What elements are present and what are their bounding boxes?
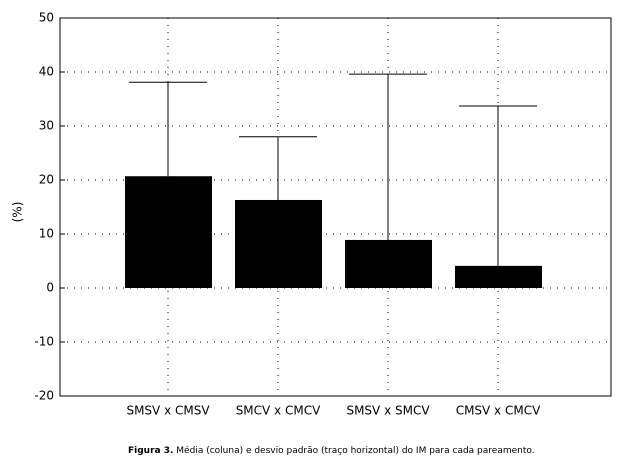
bar (235, 199, 322, 288)
x-tick-label: SMCV x CMCV (236, 404, 321, 418)
caption-text: Média (coluna) e desvio padrão (traço ho… (176, 445, 534, 456)
y-tick-label: 0 (46, 281, 54, 295)
y-tick-label: 50 (39, 11, 54, 25)
caption-label: Figura 3. (128, 446, 173, 456)
caption: Figura 3. Média (coluna) e desvio padrão… (128, 445, 535, 456)
bar (455, 265, 542, 288)
y-tick-label: -10 (34, 335, 54, 349)
y-tick-label: 10 (39, 227, 54, 241)
bar (345, 239, 432, 288)
y-axis-label: (%) (11, 202, 25, 223)
y-tick-label: 30 (39, 119, 54, 133)
x-tick-label: CMSV x CMCV (456, 404, 541, 418)
y-tick-label: -20 (34, 389, 54, 403)
y-tick-label: 40 (39, 65, 54, 79)
plot-frame (59, 17, 612, 397)
y-tick-label: 20 (39, 173, 54, 187)
bar (125, 176, 212, 288)
x-tick-label: SMSV x CMSV (126, 404, 210, 418)
x-tick-label: SMSV x SMCV (346, 404, 430, 418)
